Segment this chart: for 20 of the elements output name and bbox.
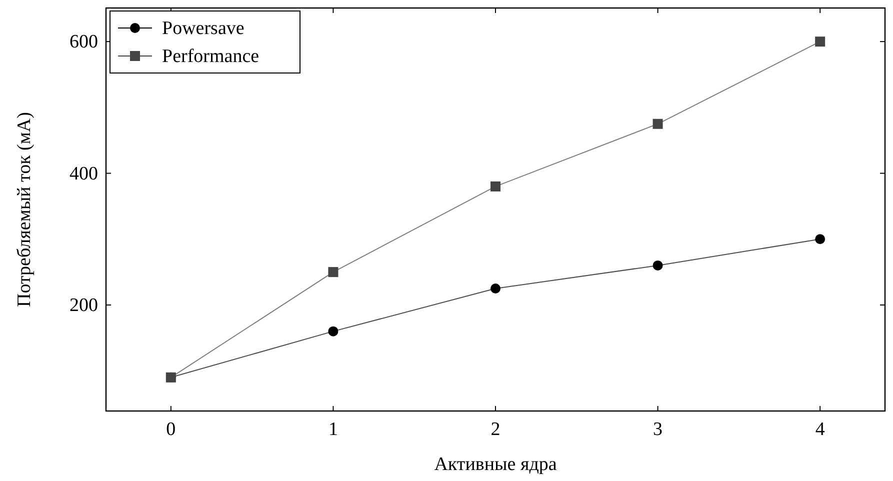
point (652, 118, 663, 129)
legend-label: Powersave (162, 18, 244, 39)
point (490, 181, 500, 192)
x-tick-label: 3 (653, 419, 663, 440)
y-tick-label: 600 (70, 32, 98, 53)
point (652, 260, 663, 270)
x-tick-label: 4 (815, 419, 826, 440)
y-axis-title: Потребляемый ток (мА) (14, 112, 35, 307)
point (490, 284, 500, 294)
x-tick-label: 2 (490, 419, 500, 440)
legend-label: Performance (162, 46, 260, 67)
point (328, 267, 338, 278)
point (328, 326, 338, 336)
x-tick-label: 1 (328, 419, 338, 440)
point (815, 36, 826, 47)
y-tick-label: 400 (70, 163, 98, 184)
x-tick-label: 0 (166, 419, 176, 440)
y-tick-label: 200 (70, 294, 98, 316)
x-axis-title: Активные ядра (434, 454, 558, 475)
point (815, 234, 826, 244)
